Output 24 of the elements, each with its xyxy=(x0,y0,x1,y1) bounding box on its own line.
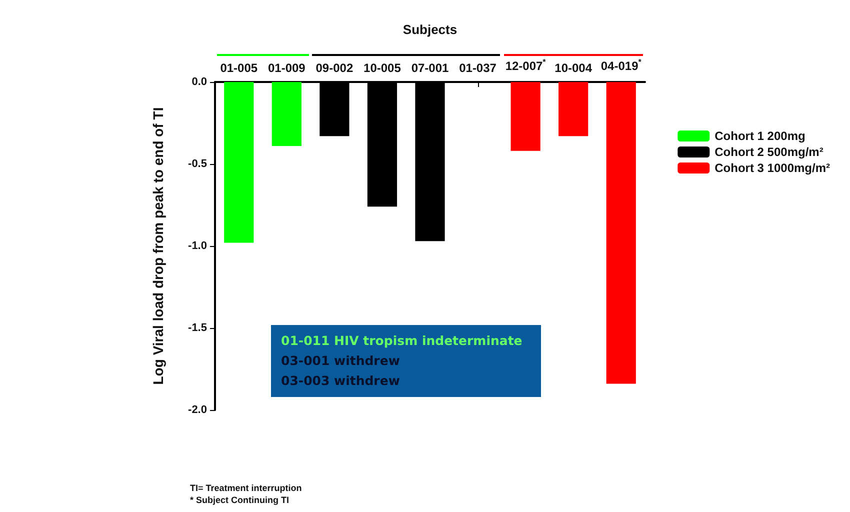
y-tick-label: -1.5 xyxy=(188,322,207,334)
x-tick-label: 12-007* xyxy=(505,58,547,73)
x-tick-label: 01-005 xyxy=(220,61,258,75)
annotation: 03-001 withdrew xyxy=(281,352,401,370)
legend-label: Cohort 3 1000mg/m² xyxy=(714,161,830,175)
y-tick-label: -0.5 xyxy=(188,158,207,170)
x-tick-label: 07-001 xyxy=(411,61,450,75)
x-tick-label: 01-037 xyxy=(459,61,497,75)
x-tick-label: 04-019* xyxy=(600,58,642,73)
x-tick-label: 10-005 xyxy=(364,61,402,75)
legend-label: Cohort 2 500mg/m² xyxy=(714,145,824,159)
x-tick-label: 10-004 xyxy=(554,61,592,75)
annotation: 03-003 withdrew xyxy=(281,372,401,390)
x-axis-title: Subjects xyxy=(402,22,458,37)
text: TI= Treatment interruption xyxy=(190,482,302,494)
y-tick-label: -1.0 xyxy=(188,240,207,252)
y-tick-label: 0.0 xyxy=(192,76,207,88)
annotation: 01-011 HIV tropism indeterminate xyxy=(281,332,524,350)
x-tick-label: 09-002 xyxy=(316,61,354,75)
legend-label: Cohort 1 200mg xyxy=(714,129,806,143)
text: * Subject Continuing TI xyxy=(190,494,290,506)
y-tick-label: -2.0 xyxy=(188,404,207,416)
y-axis-title: Log Viral load drop from peak to end of TI xyxy=(150,107,166,385)
x-tick-label: 01-009 xyxy=(268,61,306,75)
